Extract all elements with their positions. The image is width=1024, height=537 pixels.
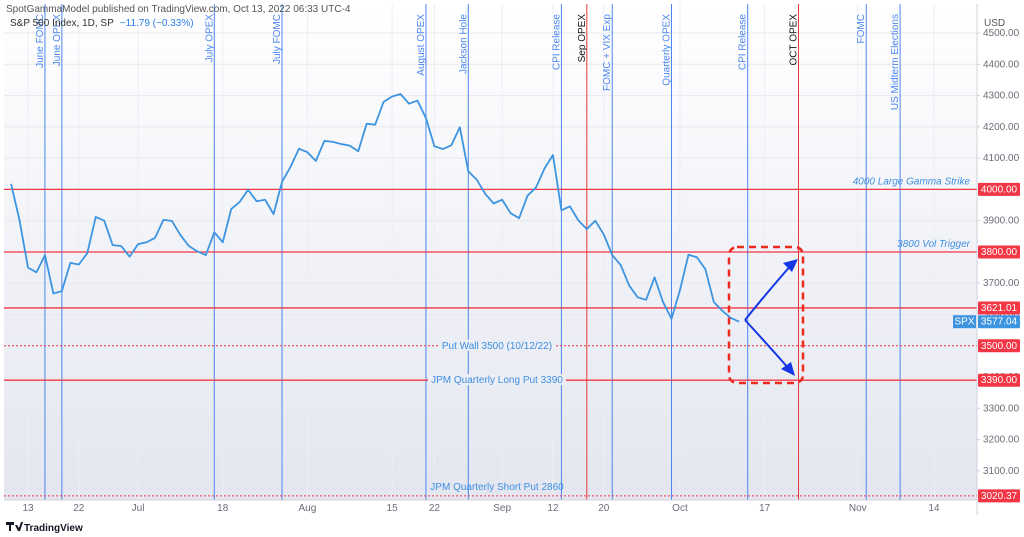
y-tick-label: 3100.00 (983, 466, 1020, 477)
x-tick-label: 18 (217, 503, 229, 514)
level-label-background (428, 374, 566, 386)
series-name-tag-label: SPX (954, 317, 974, 328)
currency: USD (984, 18, 1005, 29)
y-tick-label: 3900.00 (983, 216, 1020, 227)
event-label: CPI Release (551, 14, 562, 71)
x-tick-label: 15 (387, 503, 399, 514)
level-price-tag (978, 339, 1020, 353)
level-price-tag (978, 182, 1020, 196)
y-tick-label: 3700.00 (983, 278, 1020, 289)
y-tick-label: 4200.00 (983, 122, 1020, 133)
arrow-down (744, 319, 791, 371)
y-tick-label: 4400.00 (983, 59, 1020, 70)
level-label-background (438, 339, 556, 351)
x-tick-label: 20 (598, 503, 610, 514)
event-label: US Midterm Elections (890, 14, 901, 110)
brand-name: TradingView (24, 523, 83, 534)
level-price-tag-label: 3020.37 (981, 491, 1018, 502)
price-axis-background (977, 4, 1024, 515)
x-tick-label: 22 (73, 503, 85, 514)
event-label: August OPEX (416, 14, 427, 76)
level-price-tag (978, 301, 1020, 315)
level-price-tag-label: 3621.01 (981, 303, 1018, 314)
level-label: JPM Quarterly Long Put 3390 (431, 375, 563, 386)
publisher: SpotGammaModel published on TradingView.… (6, 4, 351, 15)
event-label: Jackson Hole (458, 14, 469, 74)
event-label: CPI Release (738, 14, 749, 71)
series-layer (10, 93, 740, 323)
arrow-down-head (781, 362, 795, 376)
x-tick-label: 14 (928, 503, 940, 514)
level-price-tag-label: 4000.00 (981, 184, 1018, 195)
event-label: Quarterly OPEX (661, 14, 672, 86)
arrow-up (744, 263, 793, 321)
level-label: Put Wall 3500 (10/12/22) (442, 341, 552, 352)
level-price-tag-label: 3500.00 (981, 341, 1018, 352)
brand-logo: TradingView (6, 522, 83, 534)
y-tick-label: 4100.00 (983, 153, 1020, 164)
last-price-tag-label: 3577.04 (981, 317, 1018, 328)
level-label: 3800 Vol Trigger (897, 239, 970, 250)
price-line (10, 93, 740, 323)
last-price-tag (978, 315, 1020, 329)
level-price-tag (978, 489, 1020, 503)
level-layer: 4000 Large Gamma Strike 3800 Vol Trigger P… (4, 176, 977, 497)
x-tick-label: 12 (547, 503, 559, 514)
level-price-tag (978, 373, 1020, 387)
x-tick-label: Jul (132, 503, 145, 514)
x-tick-label: Aug (299, 503, 317, 514)
forecast-annotation (727, 245, 805, 385)
x-tick-label: 13 (22, 503, 34, 514)
y-tick-label: 4500.00 (983, 28, 1020, 39)
x-tick-label: Oct (672, 503, 688, 514)
highlight-box (727, 245, 805, 385)
y-tick-label: 4300.00 (983, 91, 1020, 102)
event-label: July FOMC (272, 14, 283, 64)
series-name-tag (953, 315, 976, 329)
symbol: S&P 500 Index, 1D, SP (10, 18, 114, 29)
x-tick-label: Sep (493, 503, 511, 514)
price-change: −11.79 (−0.33%) (120, 18, 194, 29)
level-price-tag-label: 3390.00 (981, 375, 1018, 386)
event-label: OCT OPEX (789, 14, 800, 66)
event-label: June OPEX (52, 14, 63, 67)
event-label: June FOMC (35, 14, 46, 68)
y-tick-label: 3300.00 (983, 403, 1020, 414)
level-price-tag (978, 245, 1020, 259)
tag-layer: 4000.00 3800.00 3621.01 3500.00 3390.00 3020.… (953, 182, 1020, 503)
event-label: July OPEX (204, 14, 215, 63)
brand-icon (6, 522, 23, 531)
event-label: FOMC (856, 14, 867, 43)
arrow-up-head (783, 259, 798, 272)
event-label: FOMC + VIX Exp (602, 14, 613, 91)
event-label: Sep OPEX (577, 14, 588, 63)
level-label: JPM Quarterly Short Put 2860 (430, 482, 564, 493)
level-label: 4000 Large Gamma Strike (853, 176, 971, 187)
y-tick-label: 3600.00 (983, 310, 1020, 321)
x-tick-label: 17 (759, 503, 771, 514)
y-tick-label: 3200.00 (983, 435, 1020, 446)
x-tick-label: Nov (849, 503, 867, 514)
level-price-tag-label: 3800.00 (981, 247, 1018, 258)
x-tick-label: 22 (429, 503, 441, 514)
